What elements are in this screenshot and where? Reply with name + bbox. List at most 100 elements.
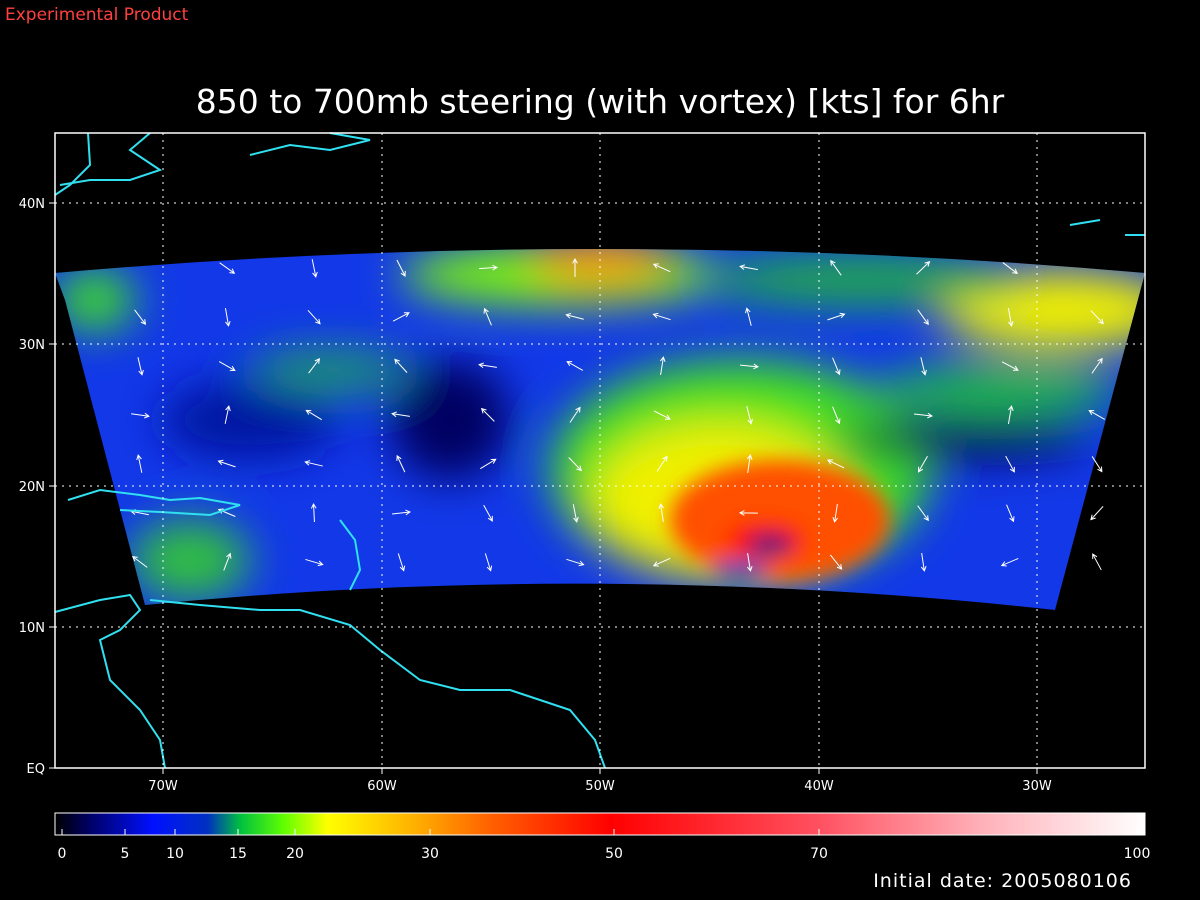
wind-arrow (1007, 308, 1014, 327)
wind-arrow (305, 409, 322, 421)
wind-arrow (391, 411, 410, 418)
wind-arrow (217, 459, 236, 468)
wind-arrow (827, 312, 846, 321)
lat-label: 40N (19, 197, 45, 212)
colorbar-label: 0 (58, 846, 67, 862)
wind-arrow (131, 412, 150, 419)
lon-label: 70W (148, 779, 178, 794)
wind-arrow (920, 357, 927, 376)
coastline (54, 593, 606, 769)
wind-arrow (1007, 405, 1014, 424)
graticule: 40N 30N 20N 10N EQ 70W 60W 50W 40W 30W (19, 133, 1145, 794)
colorbar-label: 50 (605, 846, 623, 862)
wind-arrow (136, 454, 143, 473)
colorbar-label: 15 (229, 846, 247, 862)
wind-arrow (745, 307, 752, 326)
coastline (1069, 219, 1145, 236)
colorbar-label: 30 (421, 846, 439, 862)
lon-label: 60W (367, 779, 397, 794)
wind-arrow (1088, 410, 1106, 420)
wind-arrow (917, 505, 929, 522)
wind-arrow (1091, 357, 1103, 374)
wind-arrow (483, 504, 493, 522)
wind-arrow (1006, 504, 1015, 523)
wind-arrow (396, 259, 406, 277)
wind-arrow (572, 504, 579, 523)
lon-label: 40W (804, 779, 834, 794)
wind-arrow (920, 553, 927, 572)
wind-arrow (392, 509, 411, 516)
wind-arrow (1002, 262, 1019, 275)
wind-arrow (224, 308, 231, 327)
wind-arrow (478, 264, 499, 271)
wind-arrow (826, 459, 845, 469)
lat-label: EQ (27, 762, 45, 777)
wind-arrow (480, 407, 495, 422)
wind-arrow (572, 257, 578, 278)
wind-arrow (308, 357, 321, 374)
wind-arrow (659, 356, 666, 375)
wind-arrow (1001, 361, 1019, 371)
wind-arrow (478, 362, 497, 369)
lon-label: 30W (1022, 779, 1052, 794)
wind-arrow (304, 460, 323, 467)
wind-arrow (483, 307, 492, 326)
wind-arrow (832, 406, 841, 425)
wind-arrow (1005, 455, 1015, 473)
wind-arrow (832, 357, 841, 376)
coastlines (54, 132, 1145, 769)
wind-arrow (565, 313, 584, 320)
wind-arrow (917, 309, 929, 326)
wind-arrow (223, 552, 232, 571)
coastline (54, 132, 163, 196)
wind-arrow (396, 454, 406, 473)
wind-arrow (134, 309, 147, 326)
wind-arrow (305, 558, 324, 567)
wind-arrow (219, 262, 236, 274)
colorbar-label: 70 (810, 846, 828, 862)
colorbar-label: 20 (286, 846, 304, 862)
wind-arrow (566, 558, 585, 567)
wind-arrow (746, 553, 753, 572)
wind-arrow (218, 361, 236, 371)
wind-arrow (746, 454, 753, 473)
lat-label: 10N (19, 621, 45, 636)
colorbar-label: 10 (166, 846, 184, 862)
wind-arrow (480, 458, 497, 470)
colorbar-label: 100 (1124, 846, 1151, 862)
wind-arrow (652, 557, 671, 567)
wind-arrow (1092, 553, 1102, 571)
map-frame (54, 132, 1146, 769)
wind-arrow (738, 510, 759, 516)
wind-arrow (656, 455, 668, 472)
wind-arrow (392, 312, 410, 322)
wind-arrow (652, 263, 671, 273)
lon-label: 50W (585, 779, 615, 794)
wind-arrow (653, 410, 671, 420)
lat-label: 30N (19, 338, 45, 353)
product-label: Experimental Product (5, 5, 189, 25)
wind-arrow (1091, 456, 1103, 473)
wind-arrow (137, 357, 144, 376)
wind-arrow (484, 553, 493, 572)
wind-arrow (394, 358, 408, 373)
wind-arrow (746, 406, 753, 425)
wind-arrow (1090, 506, 1104, 521)
wind-arrow (310, 502, 317, 523)
wind-arrow (652, 312, 671, 321)
coastline (249, 132, 371, 156)
wind-arrow (913, 412, 933, 419)
colorbar-ticks: 0 5 10 15 20 30 50 70 100 (58, 829, 1151, 862)
map-title: 850 to 700mb steering (with vortex) [kts… (196, 82, 1005, 121)
wind-arrow (658, 503, 665, 522)
wind-arrow (307, 309, 321, 325)
wind-arrow (830, 259, 842, 276)
wind-arrow (917, 455, 928, 473)
wind-arrow (1090, 310, 1104, 325)
colorbar-label: 5 (121, 846, 130, 862)
wind-arrow (739, 363, 760, 370)
wind-arrow (131, 555, 148, 568)
wind-arrow (830, 554, 843, 570)
